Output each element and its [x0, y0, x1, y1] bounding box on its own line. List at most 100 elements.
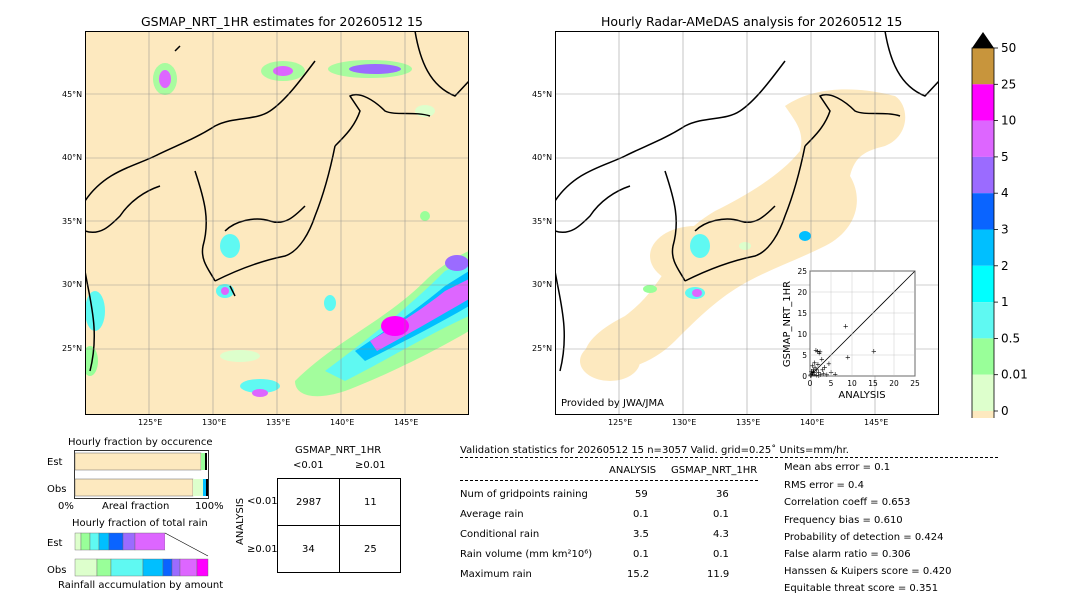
scatter-point: + [815, 368, 821, 376]
total-rain-title: Hourly fraction of total rain [72, 518, 208, 529]
scatter-point: + [843, 323, 849, 331]
scatter-ytick: 10 [797, 330, 807, 339]
scatter-point: + [808, 367, 814, 375]
validation-score: Frequency bias = 0.610 [784, 515, 903, 526]
left-map-grid [85, 31, 469, 415]
validation-score: Correlation coeff = 0.653 [784, 497, 911, 508]
right-map-coastline [555, 31, 939, 372]
colorbar-tick-label: 0.5 [1001, 331, 1020, 345]
validation-row-analysis: 0.1 [633, 509, 649, 520]
validation-row-label: Maximum rain [460, 569, 532, 580]
total-rain-chart [74, 532, 209, 577]
validation-row-analysis: 3.5 [633, 529, 649, 540]
right-lon-145: 145°E [864, 418, 889, 427]
colorbar-segment [972, 84, 994, 121]
total-rain-footer: Rainfall accumulation by amount [58, 580, 224, 591]
validation-row-label: Rain volume (mm km²10⁶) [460, 549, 593, 560]
validation-row-label: Average rain [460, 509, 524, 520]
left-lon-140: 140°E [330, 418, 355, 427]
left-lat-45: 45°N [62, 90, 83, 99]
right-lon-125: 125°E [608, 418, 633, 427]
scatter-xtick: 15 [868, 379, 878, 388]
colorbar-segment [972, 411, 994, 418]
left-lat-35: 35°N [62, 217, 83, 226]
occurrence-row-obs: Obs [47, 484, 67, 495]
total-rain-row-est: Est [47, 538, 63, 549]
scatter-point: + [808, 371, 814, 379]
occurrence-obs-rain [193, 479, 203, 496]
colorbar-segment [972, 229, 994, 266]
scatter-ytick: 5 [802, 351, 807, 360]
right-map-title: Hourly Radar-AMeDAS analysis for 2026051… [601, 14, 903, 29]
scatter-point: + [811, 369, 817, 377]
left-lon-135: 135°E [266, 418, 291, 427]
scatter-point: + [824, 371, 830, 379]
colorbar-segment [972, 48, 994, 85]
scatter-point: + [822, 363, 828, 371]
occurrence-est-edge [205, 453, 207, 470]
scatter-point: + [815, 347, 821, 355]
scatter-point: + [845, 354, 851, 362]
validation-score: False alarm ratio = 0.306 [784, 549, 911, 560]
right-map-credit: Provided by JWA/JMA [561, 398, 664, 409]
validation-row-analysis: 59 [635, 489, 648, 500]
scatter-point: + [820, 366, 826, 374]
validation-row-label: Num of gridpoints raining [460, 489, 588, 500]
occurrence-est-bar [74, 452, 202, 471]
scatter-xlabel: ANALYSIS [838, 390, 885, 401]
left-lon-130: 130°E [202, 418, 227, 427]
contingency-cell-11: 25 [364, 544, 377, 555]
right-lon-130: 130°E [672, 418, 697, 427]
colorbar-tick-label: 0.01 [1001, 368, 1028, 382]
occurrence-obs-bar [74, 478, 194, 497]
scatter-point: + [809, 372, 815, 380]
contingency-title: GSMAP_NRT_1HR [295, 445, 382, 456]
validation-score: Mean abs error = 0.1 [784, 462, 891, 473]
validation-row-gsmap: 36 [716, 489, 729, 500]
right-lat-40: 40°N [532, 153, 553, 162]
occurrence-axis-left: 0% [58, 501, 74, 512]
left-map-coastline [85, 31, 469, 372]
colorbar-tick-label: 4 [1001, 186, 1009, 200]
colorbar-tick-label: 10 [1001, 114, 1016, 128]
validation-row-gsmap: 0.1 [713, 549, 729, 560]
validation-row-gsmap: 0.1 [713, 509, 729, 520]
scatter-xtick: 25 [910, 379, 920, 388]
colorbar-tick-label: 50 [1001, 41, 1016, 55]
occurrence-axis-mid: Areal fraction [102, 501, 170, 512]
left-lat-25: 25°N [62, 344, 83, 353]
scatter-xtick: 10 [847, 379, 857, 388]
scatter-ytick: 25 [797, 267, 807, 276]
left-lon-125: 125°E [138, 418, 163, 427]
left-lat-40: 40°N [62, 153, 83, 162]
right-map-rain [643, 231, 811, 299]
occurrence-title: Hourly fraction by occurence [68, 437, 213, 448]
validation-score: Hanssen & Kuipers score = 0.420 [784, 566, 952, 577]
scatter-point: + [813, 372, 819, 380]
scatter-point: + [818, 371, 824, 379]
right-lon-140: 140°E [800, 418, 825, 427]
scatter-point: + [810, 366, 816, 374]
contingency-row-lt: <0.01 [247, 496, 278, 507]
scatter-ticks: 00 5 5 10 10 15 15 20 20 25 25 [797, 267, 920, 388]
colorbar-segment [972, 193, 994, 230]
colorbar-segment [972, 156, 994, 194]
scatter-point: + [813, 346, 819, 354]
scatter-ytick: 20 [797, 288, 807, 297]
validation-row-analysis: 15.2 [627, 569, 650, 580]
colorbar-tick-label: 0 [1001, 404, 1009, 418]
contingency-cell-01: 11 [364, 497, 377, 508]
colorbar-tick-label: 2 [1001, 259, 1009, 273]
scatter-point: + [812, 359, 818, 367]
validation-divider [460, 457, 998, 458]
occurrence-chart [74, 450, 209, 499]
scatter-xtick: 0 [808, 379, 813, 388]
colorbar-frame [971, 47, 995, 418]
scatter-point: + [812, 364, 818, 372]
validation-col-analysis: ANALYSIS [609, 465, 657, 476]
scatter-ylabel: GSMAP_NRT_1HR [782, 281, 793, 367]
validation-row-gsmap: 11.9 [707, 569, 730, 580]
contingency-col-lt: <0.01 [293, 460, 324, 471]
right-map-coverage [580, 89, 906, 381]
scatter-point: + [821, 370, 827, 378]
